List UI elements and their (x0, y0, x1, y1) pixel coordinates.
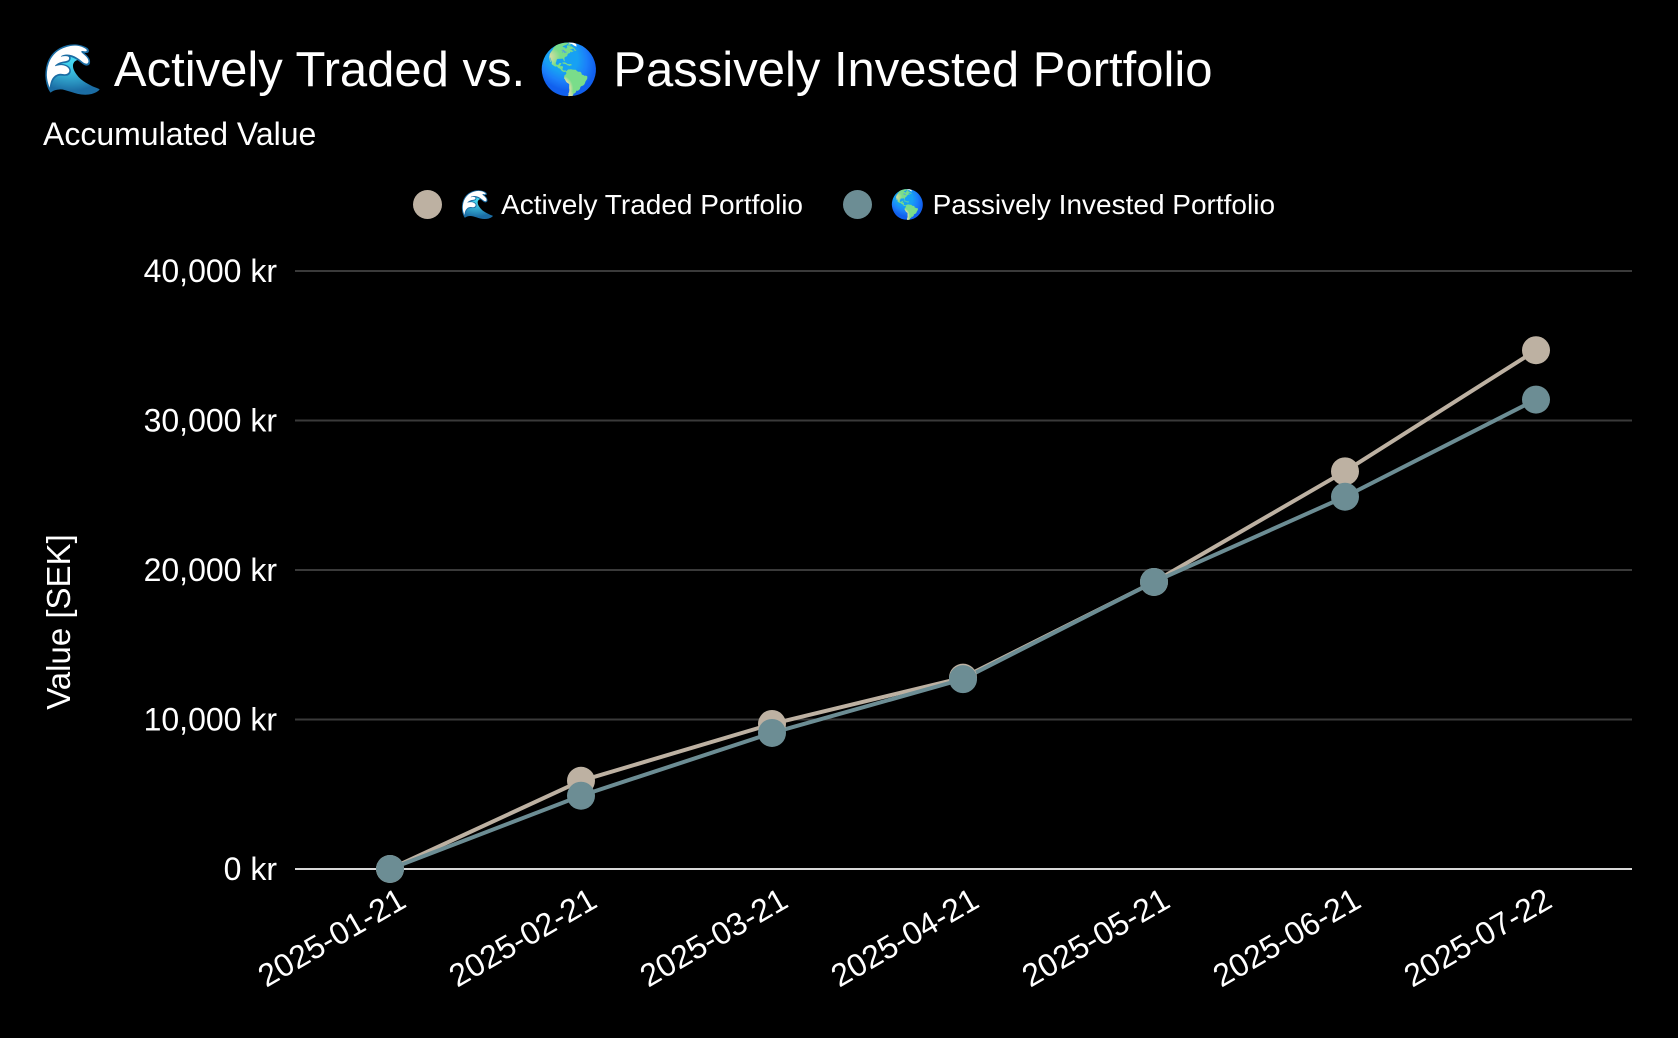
data-point-passively-invested (949, 665, 977, 694)
data-point-passively-invested (376, 855, 404, 883)
legend-marker-actively-traded (412, 189, 442, 219)
gridlines (295, 270, 1632, 870)
x-tick-label: 2025-02-21 (443, 881, 603, 994)
y-tick-label: 10,000 kr (144, 702, 278, 738)
legend-label-actively-traded: 🌊 Actively Traded Portfolio (459, 188, 803, 220)
y-tick-label: 40,000 kr (144, 253, 278, 289)
x-tick-label: 2025-04-21 (825, 881, 985, 994)
y-tick-labels: 0 kr 10,000 kr 20,000 kr 30,000 kr 40,000 kr (144, 253, 278, 887)
data-point-passively-invested (758, 718, 786, 747)
x-tick-label: 2025-05-21 (1016, 881, 1176, 994)
legend-item-passively-invested[interactable]: 🌎 Passively Invested Portfolio (842, 188, 1276, 221)
data-point-actively-traded (1331, 457, 1359, 486)
y-tick-label: 30,000 kr (144, 403, 278, 439)
y-tick-label: 20,000 kr (144, 552, 278, 588)
y-axis-label: Value [SEK] (40, 534, 77, 710)
x-tick-label: 2025-07-22 (1398, 881, 1558, 994)
x-tick-label: 2025-06-21 (1207, 881, 1367, 994)
chart-title: 🌊 Actively Traded vs. 🌎 Passively Invest… (42, 43, 1213, 97)
series-points (376, 336, 1550, 883)
series-lines (389, 348, 1538, 871)
data-point-passively-invested (1140, 567, 1168, 596)
data-point-passively-invested (567, 781, 595, 810)
data-point-actively-traded (1522, 336, 1550, 365)
chart-legend: 🌊 Actively Traded Portfolio 🌎 Passively … (0, 182, 1678, 226)
chart-subtitle: Accumulated Value (43, 116, 317, 152)
legend-label-passively-invested: 🌎 Passively Invested Portfolio (889, 188, 1276, 220)
data-point-passively-invested (1522, 385, 1550, 414)
x-tick-label: 2025-03-21 (634, 881, 794, 994)
x-tick-label: 2025-01-21 (252, 881, 412, 994)
legend-marker-passively-invested (842, 189, 872, 219)
y-tick-label: 0 kr (224, 851, 278, 887)
series-line-actively-traded (389, 348, 1538, 871)
data-point-passively-invested (1331, 482, 1359, 511)
series-line-passively-invested (389, 397, 1537, 871)
legend-item-actively-traded[interactable]: 🌊 Actively Traded Portfolio (412, 188, 803, 221)
x-tick-labels: 2025-01-21 2025-02-21 2025-03-21 2025-04-21… (252, 881, 1558, 994)
